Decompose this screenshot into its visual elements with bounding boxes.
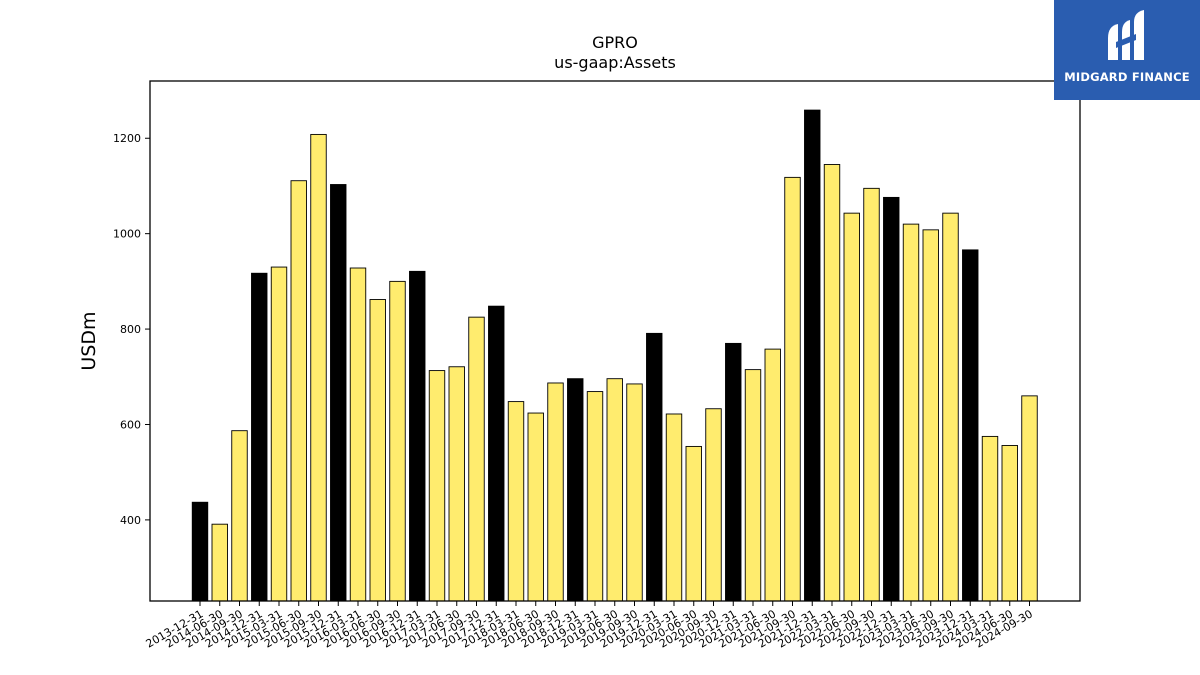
bar-2021-03-31 — [744, 369, 762, 602]
bar-2023-06-30 — [922, 229, 939, 602]
bar-2020-03-31 — [665, 413, 683, 602]
bar-2018-06-30 — [527, 412, 544, 602]
chart-subtitle: us-gaap:Assets — [554, 53, 676, 72]
bar-2023-09-30 — [942, 212, 959, 602]
bar-2023-03-31 — [902, 223, 920, 602]
bar-2013-12-31 — [191, 501, 209, 602]
brand-logo: MIDGARD FINANCE — [1054, 0, 1200, 100]
bar-2024-03-31 — [981, 435, 999, 602]
y-tick-label: 1200 — [113, 132, 141, 145]
bar-2014-06-30 — [211, 523, 228, 602]
y-axis-label: USDm — [78, 311, 100, 370]
bar-2024-06-30 — [1001, 445, 1018, 602]
bar-2016-09-30 — [389, 280, 406, 602]
bar-2016-06-30 — [369, 299, 386, 602]
bar-2016-12-31 — [409, 270, 426, 602]
bar-2016-03-31 — [349, 267, 367, 602]
bar-2020-06-30 — [685, 445, 702, 602]
chart-title: GPRO — [592, 33, 638, 52]
bar-2015-03-31 — [270, 266, 288, 602]
y-axis-ticks: 400 600 800 1000 1200 — [113, 132, 150, 527]
bar-2022-12-31 — [883, 196, 900, 602]
bar-2017-06-30 — [448, 366, 465, 602]
bar-2019-12-31 — [646, 332, 663, 602]
bar-2020-12-31 — [725, 342, 742, 602]
bar-2017-03-31 — [428, 370, 446, 602]
bar-2014-09-30 — [231, 430, 248, 602]
bar-2019-09-30 — [626, 383, 643, 602]
y-tick-label: 1000 — [113, 228, 141, 241]
bar-2024-09-30 — [1021, 395, 1038, 602]
bar-2018-09-30 — [547, 382, 564, 602]
bar-2021-12-31 — [804, 109, 821, 602]
bar-2019-03-31 — [586, 391, 604, 602]
bar-2018-03-31 — [507, 401, 525, 602]
y-tick-label: 600 — [120, 418, 141, 431]
bar-2020-09-30 — [705, 408, 722, 602]
bar-2022-03-31 — [823, 164, 841, 602]
bar-2017-09-30 — [468, 316, 485, 602]
y-tick-label: 800 — [120, 323, 141, 336]
bar-2014-12-31 — [251, 272, 268, 602]
x-axis-ticks: 2013-12-312014-06-302014-09-302014-12-31… — [144, 601, 1035, 651]
brand-name: MIDGARD FINANCE — [1064, 70, 1190, 84]
bar-2015-12-31 — [330, 184, 347, 602]
y-tick-label: 400 — [120, 514, 141, 527]
plot-frame — [149, 80, 1081, 602]
bar-2015-06-30 — [290, 180, 307, 602]
bar-2022-06-30 — [843, 212, 860, 602]
bar-2017-12-31 — [488, 305, 505, 602]
bar-2021-06-30 — [764, 348, 781, 602]
bar-2023-12-31 — [962, 249, 979, 602]
bar-2018-12-31 — [567, 378, 584, 602]
bar-2015-09-30 — [310, 133, 327, 602]
bar-2019-06-30 — [606, 378, 623, 602]
midgard-logo-icon — [1108, 10, 1144, 60]
bars-group — [191, 109, 1038, 602]
bar-2022-09-30 — [863, 187, 880, 602]
bar-2021-09-30 — [784, 176, 801, 602]
